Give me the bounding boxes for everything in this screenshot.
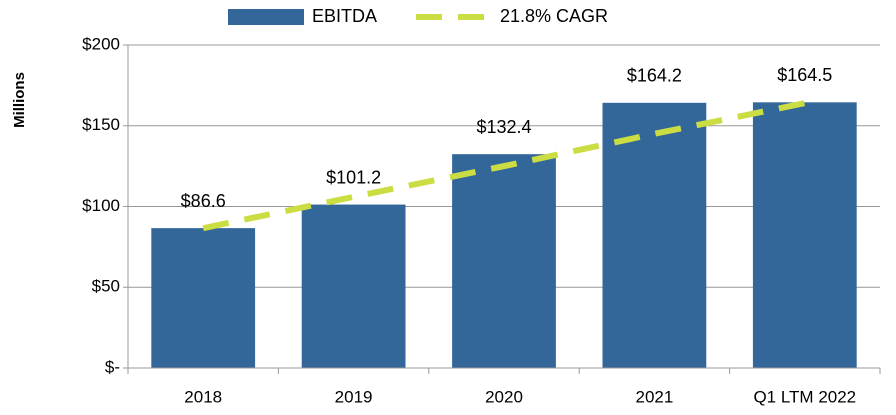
legend-label: EBITDA	[312, 6, 377, 26]
y-axis-title: Millions	[11, 72, 28, 128]
bar	[752, 102, 857, 369]
data-label: $86.6	[181, 191, 226, 211]
data-label: $164.5	[777, 65, 832, 85]
y-tick-label: $100	[82, 196, 120, 215]
x-tick-label: 2020	[485, 387, 523, 406]
bar	[452, 154, 556, 368]
x-tick-label: 2018	[184, 387, 222, 406]
y-tick-label: $-	[105, 357, 120, 376]
y-tick-label: $50	[92, 277, 120, 296]
bar	[151, 228, 256, 368]
x-tick-label: 2021	[635, 387, 673, 406]
y-tick-label: $150	[82, 115, 120, 134]
x-tick-label: 2019	[335, 387, 373, 406]
trend-line	[202, 100, 806, 232]
data-label: $132.4	[476, 117, 531, 137]
data-label: $101.2	[326, 167, 381, 187]
data-label: $164.2	[627, 66, 682, 86]
y-tick-label: $200	[82, 34, 120, 53]
bar	[301, 204, 406, 368]
bar	[602, 102, 707, 368]
x-tick-label: Q1 LTM 2022	[753, 387, 856, 406]
legend-swatch	[228, 9, 304, 25]
legend-label: 21.8% CAGR	[500, 6, 608, 26]
